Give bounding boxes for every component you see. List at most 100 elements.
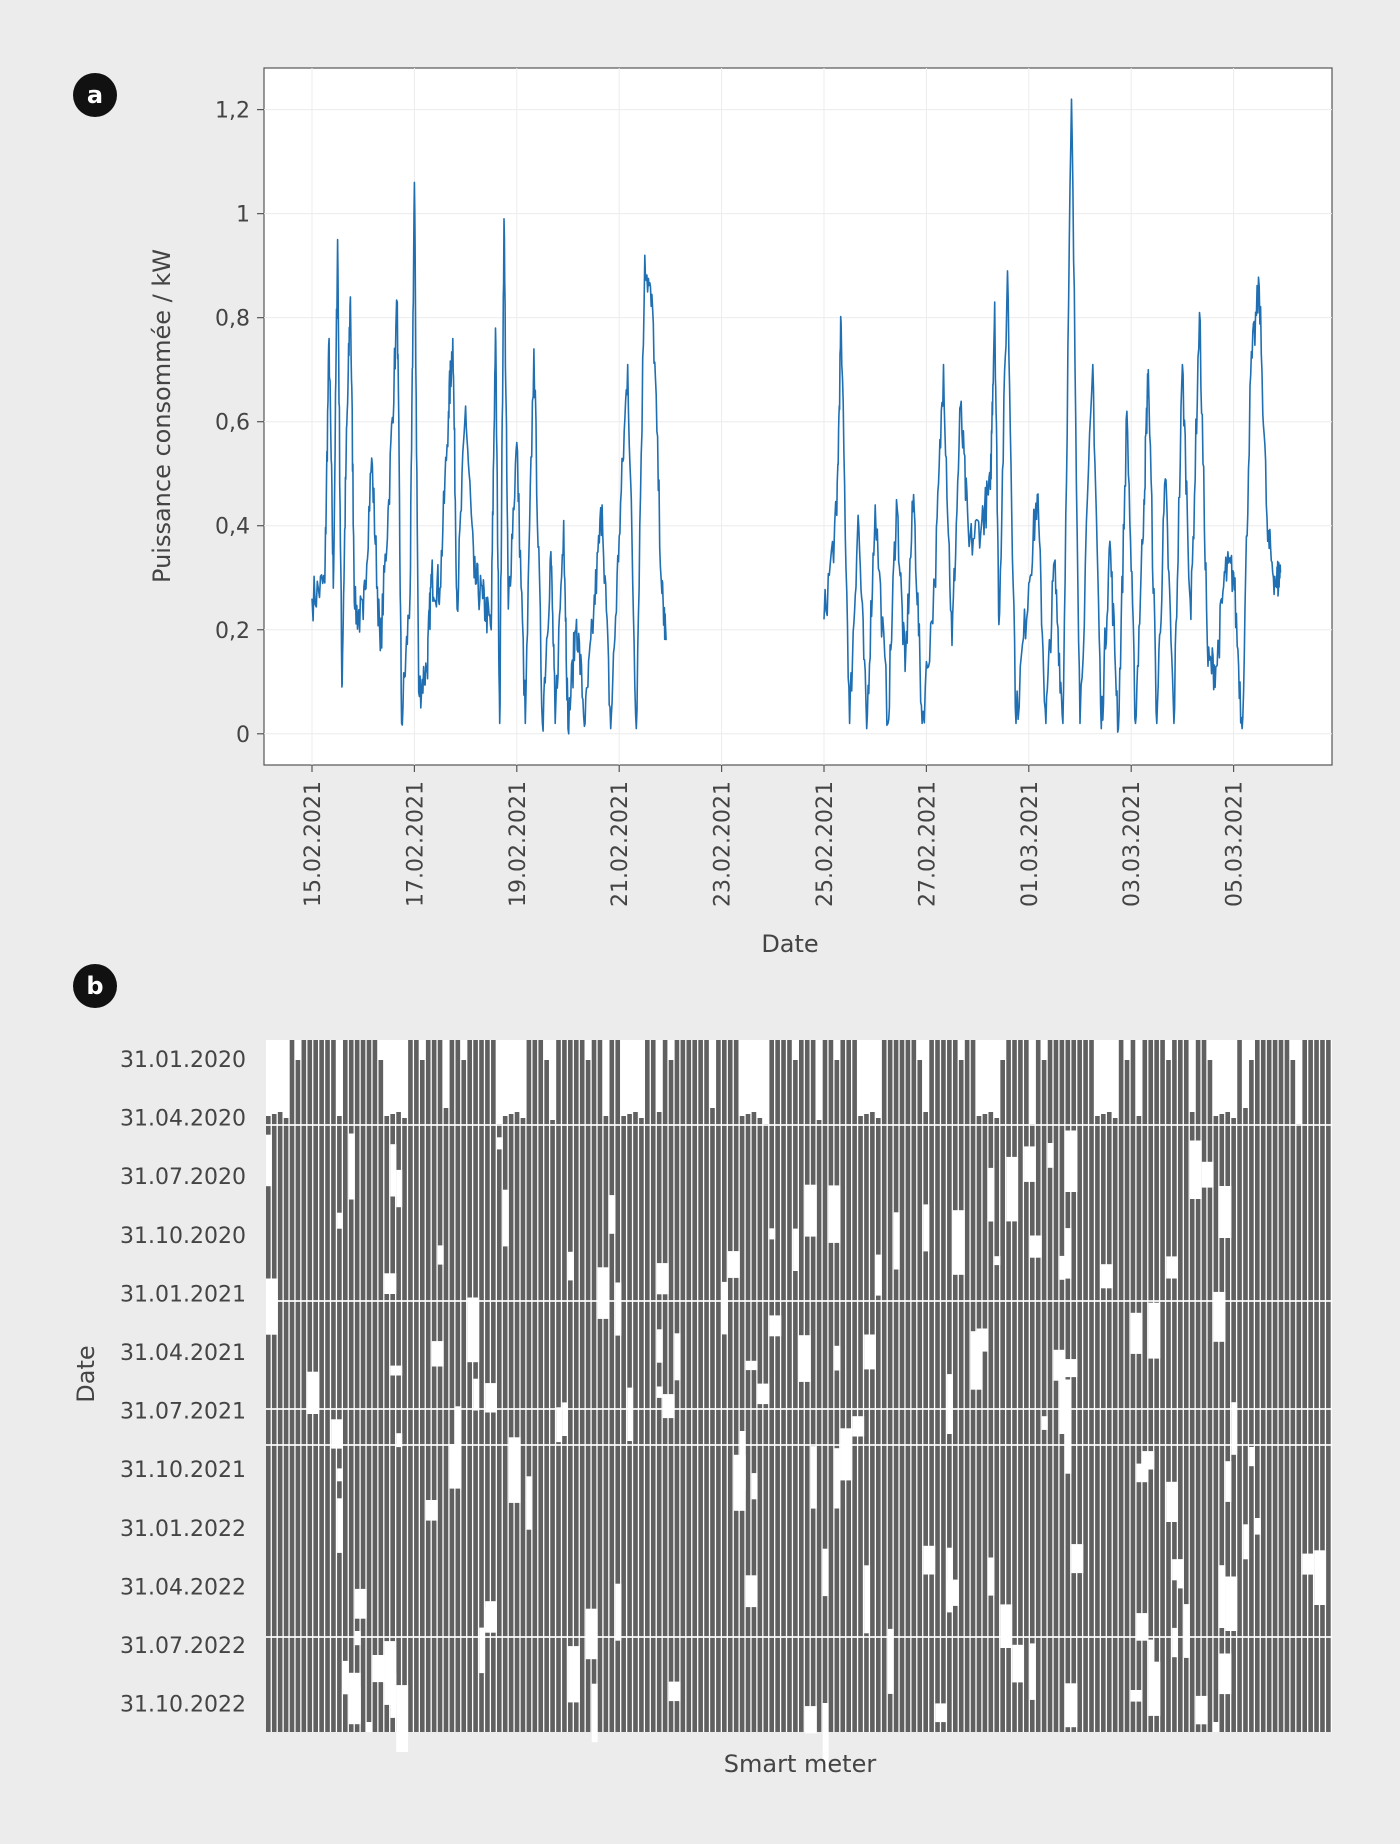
meter-column [1308, 1040, 1313, 1732]
missing-data-gap [615, 1583, 622, 1641]
missing-data-gap [1142, 1451, 1155, 1470]
missing-data-gap [562, 1402, 569, 1436]
missing-data-gap [1065, 1683, 1078, 1728]
missing-data-gap [887, 1628, 894, 1694]
missing-data-gap [437, 1245, 444, 1265]
meter-column [810, 1040, 816, 1732]
meter-column [793, 1060, 798, 1732]
meter-column [994, 1118, 1000, 1732]
heatmap-y-tick-label: 31.01.2022 [120, 1517, 246, 1542]
missing-data-gap [1178, 1559, 1184, 1589]
panel-a-label: a [87, 81, 103, 109]
missing-data-gap [1029, 1643, 1036, 1700]
meter-column [834, 1060, 840, 1732]
line-x-tick-label: 27.02.2021 [915, 781, 940, 907]
missing-data-gap [1201, 1161, 1214, 1188]
missing-data-gap [1130, 1690, 1143, 1702]
meter-column [319, 1040, 324, 1732]
meter-column [1035, 1040, 1041, 1732]
missing-data-gap [852, 1416, 865, 1437]
meter-column [597, 1040, 603, 1732]
missing-data-gap [508, 1437, 521, 1503]
missing-data-gap [923, 1545, 936, 1575]
missing-data-gap [502, 1189, 509, 1247]
panel-b: b 31.01.2020 31.04.2020 31.07.2020 31.10.20… [72, 964, 1332, 1778]
missing-data-gap [1024, 1146, 1036, 1182]
missing-data-gap [947, 1579, 959, 1606]
meter-column [1053, 1040, 1059, 1732]
meter-column [716, 1040, 721, 1732]
missing-data-gap [1047, 1143, 1054, 1168]
missing-data-gap [431, 1341, 444, 1367]
missing-data-gap [745, 1575, 758, 1608]
heatmap-y-tick-label: 31.10.2022 [120, 1693, 246, 1718]
meter-column [621, 1116, 626, 1732]
missing-data-gap [739, 1431, 746, 1491]
meter-column [1071, 1040, 1077, 1732]
meter-column [1095, 1116, 1100, 1732]
missing-data-gap [799, 1335, 811, 1382]
meter-column [396, 1112, 401, 1732]
meter-column [852, 1040, 857, 1732]
missing-data-gap [597, 1267, 610, 1319]
line-y-tick-label: 0,8 [215, 307, 250, 332]
missing-data-gap [923, 1204, 930, 1252]
missing-data-gap [396, 1685, 409, 1752]
meter-column [1260, 1040, 1266, 1732]
line-plot-area [263, 67, 1333, 766]
missing-data-gap [970, 1331, 983, 1390]
meter-column [266, 1116, 271, 1732]
missing-data-gap [1314, 1550, 1327, 1605]
missing-data-gap [1012, 1644, 1025, 1683]
meter-column [656, 1112, 662, 1732]
missing-data-row [266, 1444, 1332, 1446]
meter-column [662, 1040, 668, 1732]
heatmap-y-tick-label: 31.01.2020 [120, 1048, 246, 1073]
line-x-axis-title: Date [761, 930, 818, 958]
meter-column [1154, 1040, 1159, 1732]
meter-column [633, 1112, 638, 1732]
missing-data-gap [864, 1565, 871, 1634]
meter-column [1101, 1114, 1106, 1732]
missing-data-gap [722, 1281, 728, 1335]
missing-data-gap [479, 1627, 486, 1674]
meter-column [1089, 1040, 1094, 1732]
meter-column [846, 1040, 851, 1732]
missing-data-gap [1231, 1402, 1238, 1455]
meter-column [562, 1040, 567, 1732]
missing-data-gap [1189, 1140, 1202, 1199]
missing-data-gap [1006, 1156, 1019, 1222]
meter-column [781, 1040, 786, 1732]
missing-data-gap [556, 1407, 563, 1443]
heatmap-y-tick-label: 31.10.2020 [120, 1224, 246, 1249]
line-x-tick-label: 17.02.2021 [403, 781, 428, 907]
meter-column [455, 1040, 461, 1732]
meter-column [887, 1040, 893, 1732]
missing-data-gap [1148, 1661, 1161, 1716]
meter-column [1183, 1040, 1189, 1732]
missing-data-gap [994, 1256, 1001, 1266]
meter-column [828, 1040, 834, 1732]
meter-column [520, 1118, 526, 1732]
line-grid [264, 68, 1332, 765]
meter-column [1178, 1040, 1183, 1732]
missing-data-gap [656, 1263, 669, 1295]
meter-column [1284, 1040, 1290, 1732]
missing-data-gap [591, 1683, 598, 1743]
meter-column [686, 1040, 692, 1732]
meter-column [1018, 1040, 1023, 1732]
meter-column [419, 1060, 425, 1732]
missing-data-gap [828, 1185, 841, 1243]
meter-column [544, 1060, 549, 1732]
missing-data-gap [1059, 1255, 1066, 1280]
missing-data-gap [354, 1631, 361, 1646]
line-x-tick-label: 05.03.2021 [1223, 781, 1248, 907]
meter-column [822, 1040, 828, 1732]
panel-b-badge [73, 964, 117, 1008]
missing-data-gap [769, 1315, 782, 1337]
meter-column [283, 1118, 289, 1732]
meter-column [354, 1040, 360, 1732]
meter-column [402, 1118, 407, 1732]
meter-column [1130, 1040, 1136, 1732]
